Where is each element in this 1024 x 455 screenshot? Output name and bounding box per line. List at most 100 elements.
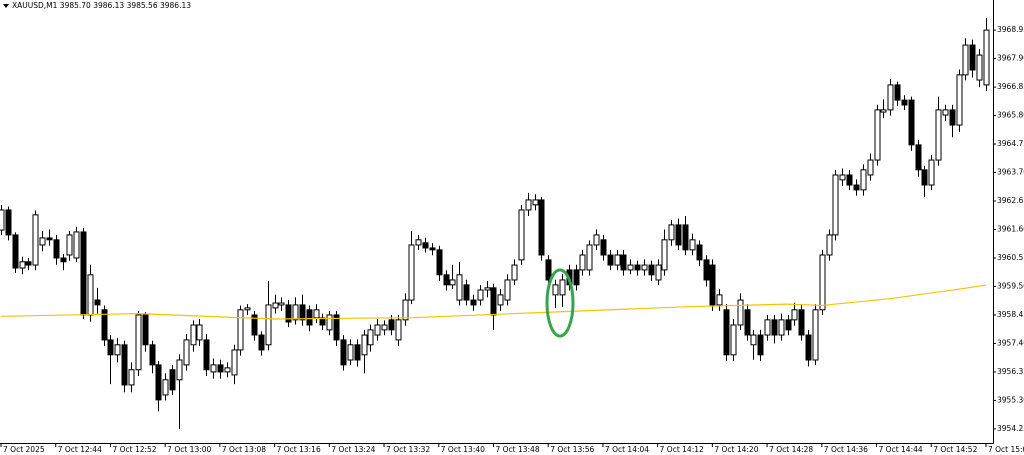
candle-body	[976, 54, 983, 81]
candle-body	[614, 254, 621, 266]
candle-body	[142, 314, 149, 346]
y-tick-label: 3954.25	[997, 424, 1024, 433]
x-tick-label: 7 Oct 14:52	[933, 445, 977, 454]
candle-body	[648, 264, 655, 276]
candle-body	[333, 314, 340, 341]
y-tick-label: 3968.95	[997, 25, 1024, 34]
candle-body	[785, 319, 792, 331]
candle-body	[46, 237, 53, 241]
candle-body	[402, 299, 409, 321]
candle-body	[915, 144, 922, 171]
candle-body	[354, 344, 361, 361]
candle-body	[443, 274, 450, 286]
candle-body	[326, 314, 333, 331]
candle-body	[757, 334, 764, 356]
y-tick-label: 3959.50	[997, 281, 1024, 290]
x-tick-label: 7 Oct 13:40	[441, 445, 485, 454]
candle-body	[504, 279, 511, 301]
candle-body	[538, 199, 545, 256]
candle-body	[832, 174, 839, 236]
candle-body	[935, 109, 942, 161]
candle-body	[573, 269, 580, 286]
candle-body	[203, 339, 210, 371]
candle-body	[894, 84, 901, 101]
candle-body	[887, 84, 894, 111]
x-tick-label: 7 Oct 13:56	[550, 445, 594, 454]
candle-body	[374, 324, 381, 336]
candle-body	[839, 174, 846, 181]
candle-body	[128, 369, 135, 386]
y-tick-label: 3962.65	[997, 196, 1024, 205]
candle-body	[12, 234, 19, 269]
plot-area	[0, 17, 990, 429]
x-tick-label: 7 Oct 13:24	[331, 445, 375, 454]
candle-body	[908, 99, 915, 146]
candle-body	[641, 264, 648, 271]
candle-body	[956, 74, 963, 126]
candle-body	[80, 231, 87, 316]
menu-arrow[interactable]	[3, 4, 9, 8]
candle-body	[846, 174, 853, 186]
x-tick-label: 7 Oct 14:36	[824, 445, 868, 454]
candle-body	[278, 302, 285, 306]
candle-body	[655, 264, 662, 281]
candle-body	[805, 334, 812, 361]
x-tick-label: 7 Oct 14:20	[714, 445, 758, 454]
moving-average	[1, 284, 987, 320]
candle-body	[313, 309, 320, 319]
candle-body	[559, 279, 566, 296]
candle-body	[545, 259, 552, 281]
candle-body	[607, 254, 614, 266]
candle-body	[791, 309, 798, 321]
candle-body	[436, 249, 443, 276]
y-tick-label: 3961.60	[997, 225, 1024, 234]
candle-body	[244, 307, 251, 311]
candle-body	[983, 29, 990, 86]
candle-body	[381, 324, 388, 331]
y-tick-label: 3956.35	[997, 367, 1024, 376]
candle-body	[306, 309, 313, 326]
candle-body	[586, 244, 593, 271]
candle-body	[319, 317, 326, 326]
candle-body	[32, 214, 39, 266]
x-tick-label: 7 Oct 13:16	[277, 445, 321, 454]
candle-body	[853, 184, 860, 191]
candle-body	[634, 264, 641, 271]
candle-body	[703, 259, 710, 281]
candle-body	[942, 109, 949, 116]
candle-body	[190, 324, 197, 346]
candle-body	[928, 159, 935, 186]
candle-body	[901, 99, 908, 106]
candle-body	[367, 329, 374, 346]
y-tick-label: 3966.85	[997, 82, 1024, 91]
candle-body	[675, 224, 682, 246]
candle-body	[217, 364, 224, 373]
candle-body	[709, 264, 716, 306]
candle-body	[340, 339, 347, 366]
candle-body	[764, 319, 771, 336]
symbol-header: XAUUSD,M1 3985.70 3986.13 3985.56 3986.1…	[12, 1, 191, 10]
x-tick-label: 7 Oct 15:00	[988, 445, 1024, 454]
candle-body	[114, 344, 121, 356]
y-tick-label: 3958.45	[997, 310, 1024, 319]
candle-body	[744, 309, 751, 336]
x-tick-label: 7 Oct 13:08	[222, 445, 266, 454]
candle-body	[5, 209, 12, 236]
candle-body	[860, 169, 867, 191]
candle-body	[750, 334, 757, 346]
x-tick-label: 7 Oct 14:28	[769, 445, 813, 454]
candle-body	[593, 234, 600, 246]
candle-body	[812, 309, 819, 361]
candle-body	[73, 231, 80, 259]
candle-body	[210, 364, 217, 373]
x-tick-label: 7 Oct 14:44	[879, 445, 923, 454]
candle-body	[155, 364, 162, 401]
candle-body	[696, 244, 703, 261]
candle-body	[771, 319, 778, 336]
candle-body	[682, 224, 689, 251]
candle-body	[272, 302, 279, 309]
candle-body	[25, 261, 32, 266]
x-tick-label: 7 Oct 13:00	[167, 445, 211, 454]
candle-body	[668, 224, 675, 241]
